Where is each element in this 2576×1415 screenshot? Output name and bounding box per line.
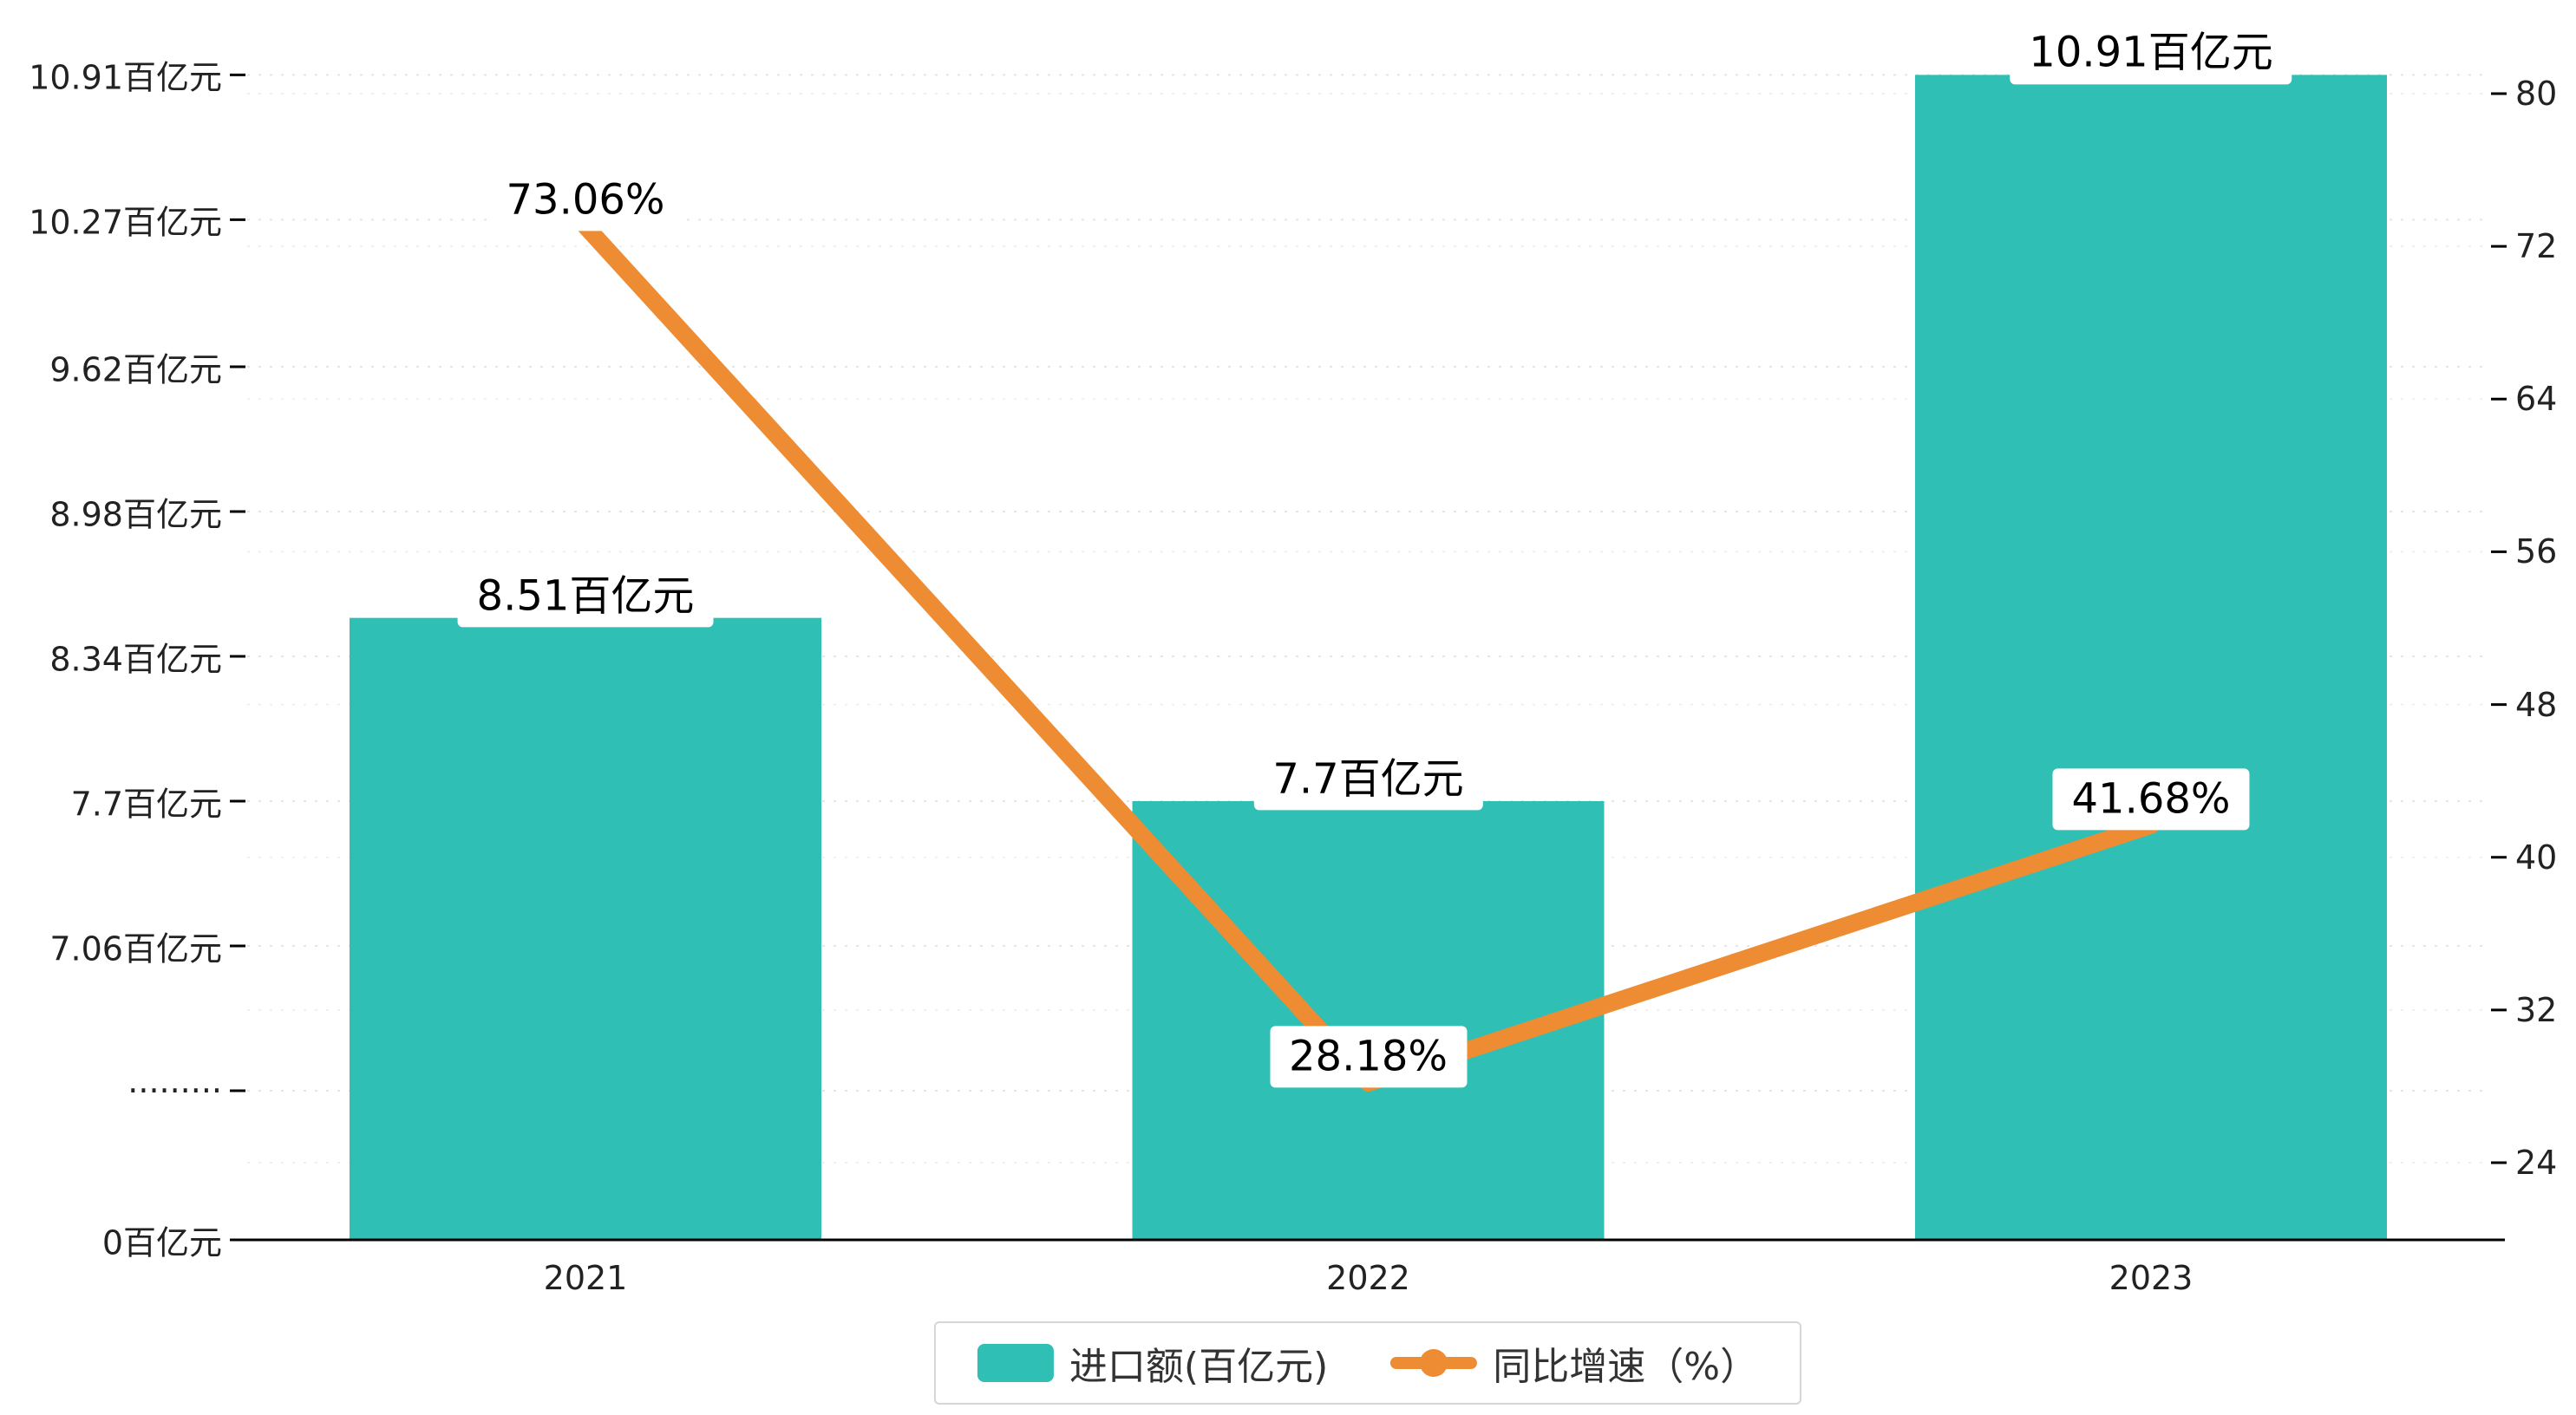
bar-swatch-icon: [977, 1344, 1054, 1382]
legend-item-imports[interactable]: 进口额(百亿元): [977, 1335, 1328, 1391]
legend-item-growth[interactable]: 同比增速（%）: [1390, 1335, 1758, 1391]
line-marker-dot: [1420, 1349, 1448, 1377]
bar-2023[interactable]: [1915, 75, 2387, 1241]
line-dot-icon: [1390, 1344, 1478, 1382]
bar-2022[interactable]: [1132, 800, 1605, 1240]
bar-2021[interactable]: [350, 617, 821, 1240]
legend-label-imports: 进口额(百亿元): [1069, 1345, 1329, 1389]
legend: 进口额(百亿元) 同比增速（%）: [933, 1321, 1802, 1405]
legend-label-growth: 同比增速（%）: [1493, 1345, 1759, 1389]
